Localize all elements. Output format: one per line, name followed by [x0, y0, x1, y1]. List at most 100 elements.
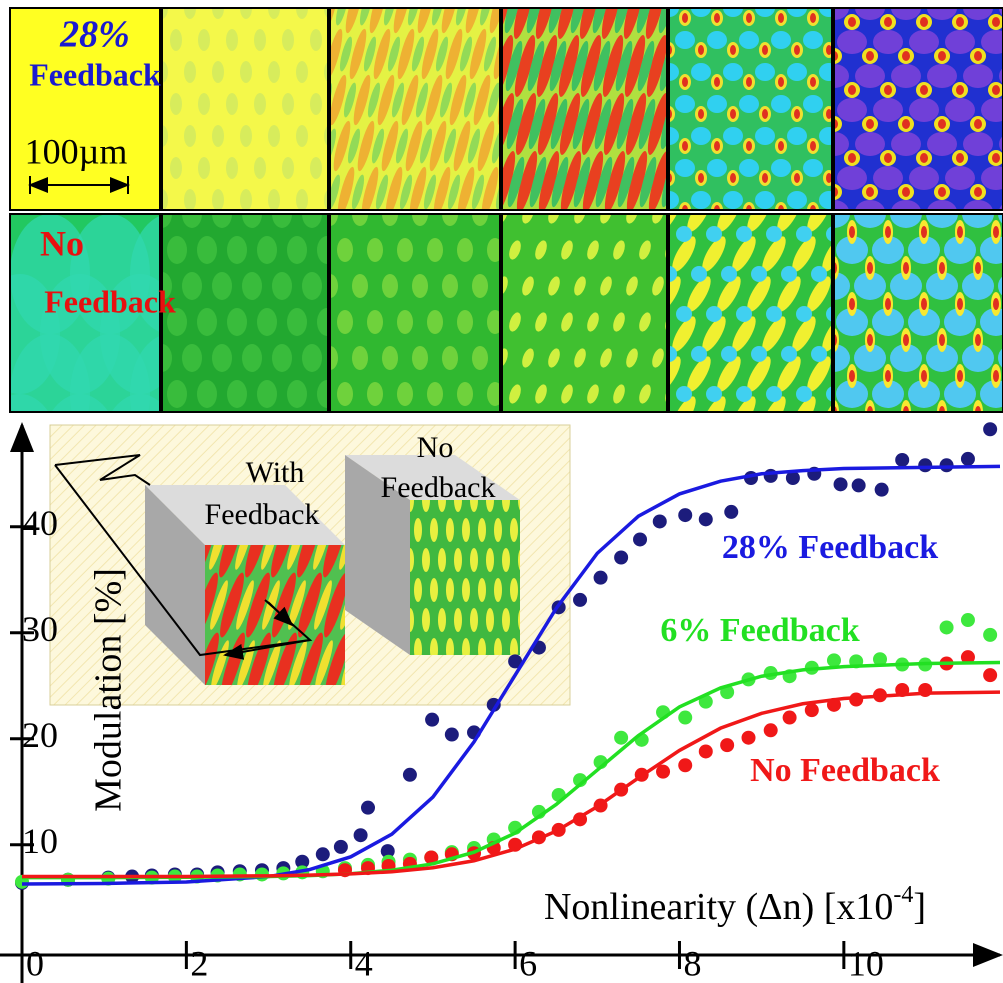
texture-spot: [198, 93, 210, 115]
texture-spot: [212, 344, 232, 372]
texture-spot: [707, 95, 727, 113]
data-point: [764, 723, 778, 737]
data-point: [361, 801, 375, 815]
texture-spot: [993, 298, 999, 310]
texture-spot: [883, 436, 893, 460]
cube-label: Feedback: [205, 498, 320, 531]
data-point: [445, 728, 459, 742]
texture-spot: [296, 189, 308, 211]
texture-spot: [337, 382, 353, 406]
texture-spot: [183, 699, 207, 751]
texture-spot: [847, 436, 857, 460]
data-point: [827, 653, 841, 667]
texture-spot: [457, 238, 473, 262]
cube-label: No: [417, 431, 454, 464]
texture-spot: [257, 236, 277, 264]
texture-spot: [963, 132, 993, 156]
texture-spot: [975, 262, 981, 274]
texture-spot: [457, 382, 473, 406]
data-point: [334, 840, 348, 854]
series-label: No Feedback: [750, 752, 940, 789]
texture-spot: [794, 109, 800, 119]
texture-spot: [412, 346, 428, 370]
texture-spot: [746, 416, 778, 444]
texture-spot: [197, 380, 217, 408]
texture-spot: [921, 442, 927, 454]
data-point: [573, 593, 587, 607]
texture-spot: [867, 334, 873, 346]
texture-spot: [184, 189, 196, 211]
texture-spot: [486, 548, 494, 572]
texture-spot: [766, 386, 782, 402]
y-tick-label: 20: [22, 715, 58, 755]
texture-spot: [796, 226, 812, 242]
texture-spot: [382, 274, 398, 298]
texture-spot: [261, 699, 285, 751]
texture-spot: [739, 95, 759, 113]
texture-spot: [397, 382, 413, 406]
texture-spot: [282, 29, 294, 51]
texture-spot: [691, 63, 711, 81]
texture-spot: [397, 238, 413, 262]
texture-spot: [739, 159, 759, 177]
texture-spot: [992, 17, 1000, 27]
texture-spot: [787, 127, 807, 145]
texture-spot: [771, 95, 791, 113]
page: 28% Feedback 100µm No Feedback WithFeedb…: [0, 0, 1003, 983]
data-point: [918, 458, 932, 472]
texture-spot: [721, 346, 737, 362]
texture-spot: [848, 17, 856, 27]
texture-spot: [131, 699, 155, 751]
texture-spot: [909, 166, 939, 190]
texture-spot: [414, 578, 422, 602]
texture-spot: [167, 380, 187, 408]
texture-spot: [676, 226, 692, 242]
texture-spot: [430, 518, 438, 542]
texture-spot: [803, 159, 823, 177]
texture-spot: [794, 45, 800, 55]
data-point: [316, 847, 330, 861]
texture-spot: [938, 187, 946, 197]
texture-spot: [268, 189, 280, 211]
texture-spot: [257, 308, 277, 336]
x-tick-label: 2: [190, 943, 208, 983]
texture-spot: [676, 386, 692, 402]
texture-spot: [866, 187, 874, 197]
data-point: [961, 613, 975, 627]
texture-spot: [287, 308, 307, 336]
texture-spot: [624, 419, 640, 441]
data-point: [614, 551, 628, 565]
data-point: [834, 477, 848, 491]
texture-spot: [682, 13, 688, 23]
texture-spot: [855, 132, 885, 156]
data-point: [678, 758, 692, 772]
texture-spot: [751, 266, 767, 282]
texture-spot: [920, 85, 928, 95]
texture-spot: [939, 334, 945, 346]
texture-spot: [714, 141, 720, 151]
texture-spot: [993, 226, 999, 238]
texture-spot: [771, 31, 791, 49]
series-label: 28% Feedback: [722, 529, 938, 566]
texture-spot: [746, 141, 752, 151]
texture-spot: [287, 699, 311, 751]
texture-spot: [885, 442, 891, 454]
texture-spot: [714, 77, 720, 87]
texture-spot: [920, 153, 928, 163]
texture-spot: [470, 608, 478, 632]
data-point: [961, 452, 975, 466]
texture-spot: [352, 274, 368, 298]
texture-spot: [310, 93, 322, 115]
y-axis-label: Modulation [%]: [88, 568, 130, 812]
texture-spot: [975, 334, 981, 346]
texture-spot: [197, 308, 217, 336]
texture-spot: [313, 699, 337, 751]
texture-spot: [438, 548, 446, 572]
series-label: 6% Feedback: [660, 612, 859, 649]
texture-spot: [866, 119, 874, 129]
texture-spot: [762, 109, 768, 119]
x-axis-label-part: Nonlinearity (Δn) [x10: [544, 886, 893, 928]
texture-spot: [848, 153, 856, 163]
texture-spot: [707, 159, 727, 177]
data-point: [425, 713, 439, 727]
